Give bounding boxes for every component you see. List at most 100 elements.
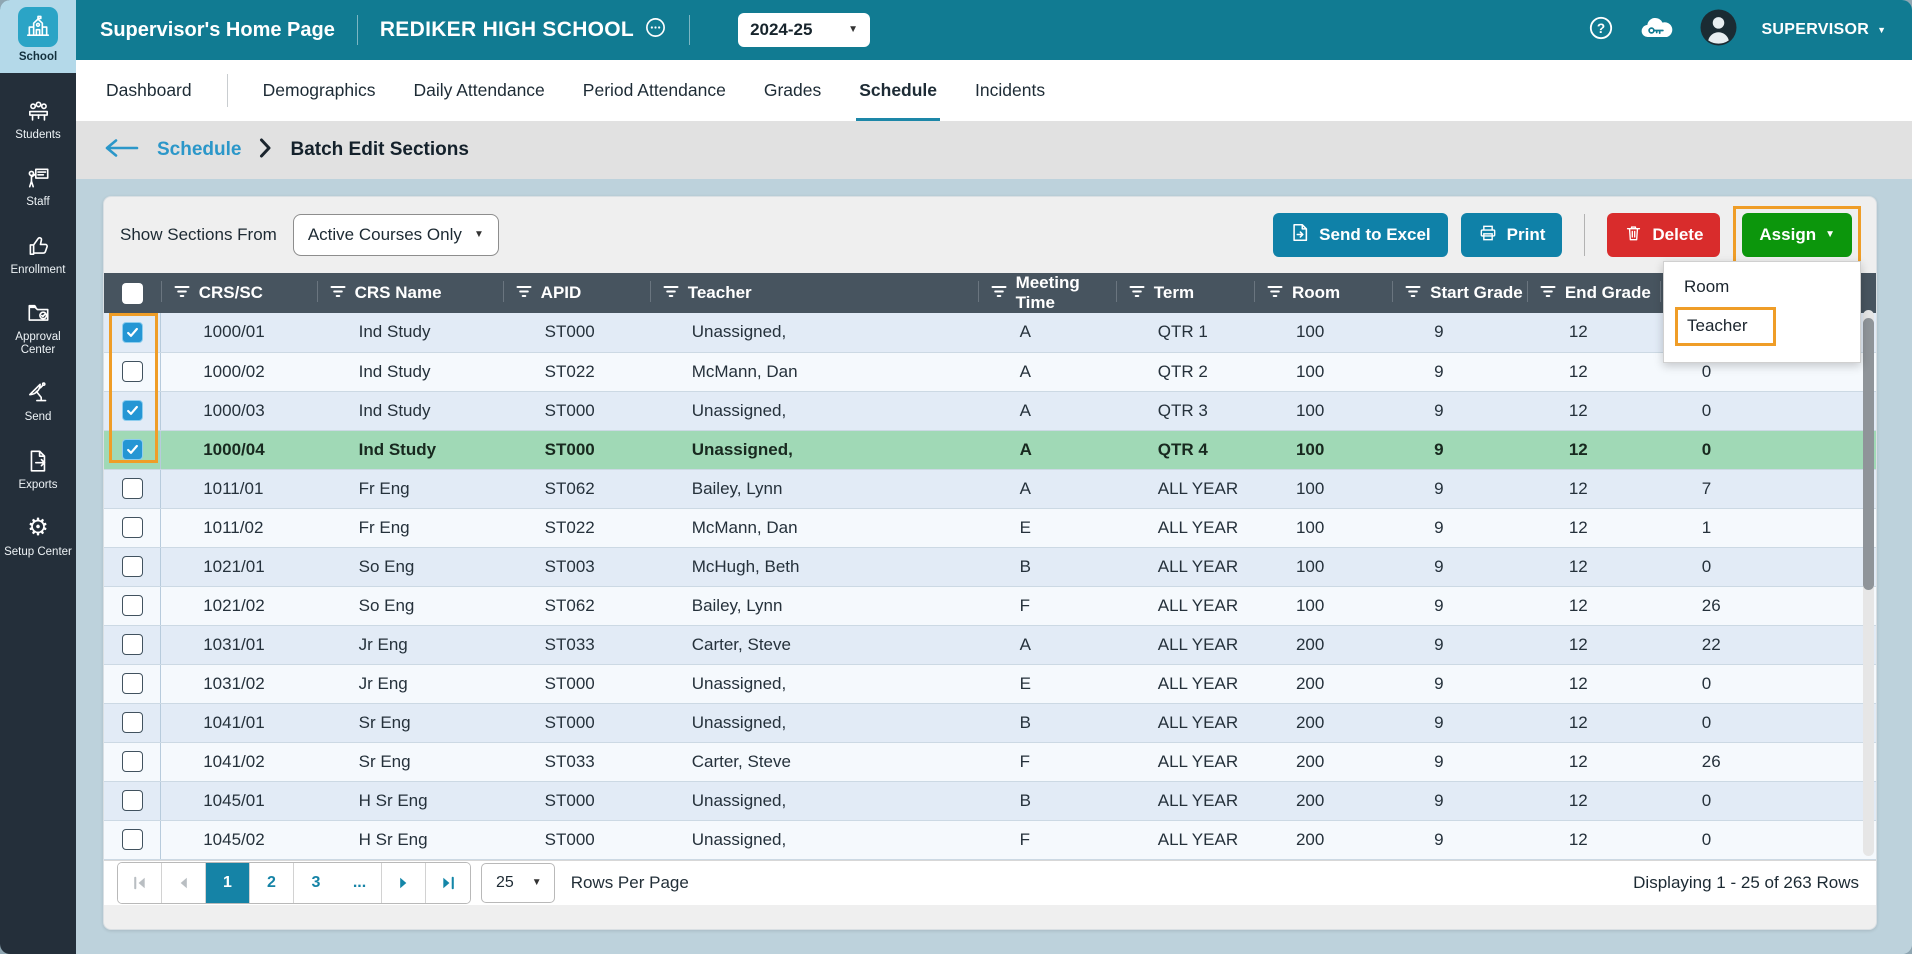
sidebar-item-staff[interactable]: Staff [0,156,76,217]
print-button[interactable]: Print [1460,213,1563,257]
row-checkbox[interactable] [121,478,143,499]
previous-page-button[interactable] [162,862,206,903]
sidebar-item-enrollment[interactable]: Enrollment [0,224,76,285]
assign-button[interactable]: Assign ▼ [1742,213,1852,257]
column-header-start-grade[interactable]: Start Grade [1392,273,1527,313]
cell-crs-sc: 1011/02 [160,508,317,548]
column-header-term[interactable]: Term [1115,273,1254,313]
excel-export-icon [1290,222,1310,248]
row-checkbox-cell [104,469,162,509]
school-year-select[interactable]: 2024-25 ▼ [738,13,871,47]
column-header-meeting-time[interactable]: Meeting Time [977,273,1116,313]
sidebar-item-setup-center[interactable]: ⚙ Setup Center [0,506,76,567]
table-row-1021-02[interactable]: 1021/02 So Eng ST062 Bailey, Lynn F ALL YEAR 1… [104,586,1876,626]
table-row-1041-02[interactable]: 1041/02 Sr Eng ST033 Carter, Steve F ALL YEAR… [104,742,1876,782]
table-row-1021-01[interactable]: 1021/01 So Eng ST003 McHugh, Beth B ALL YEAR 1… [104,547,1876,587]
filter-sort-icon[interactable] [1267,283,1283,303]
cell-term: QTR 3 [1115,391,1254,431]
tab-incidents[interactable]: Incidents [975,80,1046,100]
vertical-scrollbar[interactable] [1863,310,1874,856]
row-checkbox[interactable] [121,790,143,811]
column-header-apid[interactable]: APID [502,273,650,313]
assign-menu-item-teacher[interactable]: Teacher [1687,316,1748,335]
sidebar-item-label: Students [15,129,61,142]
ellipsis-icon[interactable] [644,16,667,44]
table-row-1000-04[interactable]: 1000/04 Ind Study ST000 Unassigned, A QTR 4 10… [104,430,1876,470]
table-row-1031-02[interactable]: 1031/02 Jr Eng ST000 Unassigned, E ALL YEAR 20… [104,664,1876,704]
chevron-down-icon: ▼ [531,876,542,888]
row-checkbox[interactable] [121,829,143,850]
table-row-1000-02[interactable]: 1000/02 Ind Study ST022 McMann, Dan A QTR 2 10… [104,352,1876,392]
sections-filter-select[interactable]: Active Courses Only ▼ [292,214,499,256]
sidebar-item-exports[interactable]: Exports [0,439,76,500]
table-row-1045-01[interactable]: 1045/01 H Sr Eng ST000 Unassigned, B ALL YEAR… [104,781,1876,821]
filter-sort-icon[interactable] [1405,283,1421,303]
filter-sort-icon[interactable] [991,283,1007,303]
row-checkbox[interactable] [121,673,143,694]
avatar[interactable] [1700,9,1737,51]
tab-demographics[interactable]: Demographics [262,80,376,100]
cell-room: 200 [1253,781,1393,821]
first-page-button[interactable] [118,862,162,903]
row-checkbox[interactable] [121,634,143,655]
row-checkbox[interactable] [121,400,143,421]
school-selector[interactable]: REDIKER HIGH SCHOOL [380,16,667,44]
filter-sort-icon[interactable] [516,283,532,303]
last-page-button[interactable] [426,862,470,903]
table-row-1011-02[interactable]: 1011/02 Fr Eng ST022 McMann, Dan E ALL YEAR 10… [104,508,1876,548]
row-checkbox[interactable] [121,556,143,577]
pagination-ellipsis[interactable]: ... [338,862,382,903]
send-to-excel-button[interactable]: Send to Excel [1273,213,1448,257]
select-all-checkbox[interactable] [121,282,143,304]
table-row-1000-03[interactable]: 1000/03 Ind Study ST000 Unassigned, A QTR 3 10… [104,391,1876,431]
cell-apid: ST033 [502,625,650,665]
sidebar-item-students[interactable]: Students [0,89,76,150]
table-row-1011-01[interactable]: 1011/01 Fr Eng ST062 Bailey, Lynn A ALL YEAR 1… [104,469,1876,509]
tab-grades[interactable]: Grades [763,80,822,100]
sidebar-item-approval-center[interactable]: Approval Center [0,291,76,365]
row-checkbox[interactable] [121,361,143,382]
column-header-end-grade[interactable]: End Grade [1526,273,1660,313]
tab-dashboard[interactable]: Dashboard [106,80,192,100]
filter-sort-icon[interactable] [1129,283,1145,303]
page-button-1[interactable]: 1 [206,862,250,903]
breadcrumb-link-schedule[interactable]: Schedule [157,139,242,160]
page-button-2[interactable]: 2 [250,862,294,903]
row-checkbox[interactable] [121,321,143,343]
cell-room: 100 [1253,508,1393,548]
tab-period-attendance[interactable]: Period Attendance [582,80,726,100]
table-row-1041-01[interactable]: 1041/01 Sr Eng ST000 Unassigned, B ALL YEAR 20… [104,703,1876,743]
scrollbar-thumb[interactable] [1863,318,1874,590]
tab-daily-attendance[interactable]: Daily Attendance [413,80,545,100]
table-row-1000-01[interactable]: 1000/01 Ind Study ST000 Unassigned, A QTR 1 10… [104,313,1876,353]
sidebar-item-send[interactable]: Send [0,371,76,432]
next-page-button[interactable] [382,862,426,903]
school-year-value: 2024-25 [750,20,813,39]
row-checkbox[interactable] [121,439,143,460]
delete-button[interactable]: Delete [1607,213,1721,257]
page-button-3[interactable]: 3 [294,862,338,903]
row-checkbox[interactable] [121,517,143,538]
row-checkbox[interactable] [121,712,143,733]
row-checkbox[interactable] [121,751,143,772]
help-icon[interactable]: ? [1588,15,1614,46]
cloud-key-icon[interactable] [1638,14,1676,47]
filter-sort-icon[interactable] [1540,283,1556,303]
rows-per-page-select[interactable]: 25 ▼ [481,862,555,903]
assign-menu-item-room[interactable]: Room [1684,277,1730,296]
tab-schedule[interactable]: Schedule [856,60,941,121]
sidebar: School Students Staff Enrollment Approval Ce… [0,0,76,954]
filter-sort-icon[interactable] [330,283,346,303]
table-row-1045-02[interactable]: 1045/02 H Sr Eng ST000 Unassigned, F ALL YEAR… [104,820,1876,860]
column-header-teacher[interactable]: Teacher [649,273,978,313]
row-checkbox[interactable] [121,595,143,616]
column-header-crs-name[interactable]: CRS Name [316,273,503,313]
filter-sort-icon[interactable] [663,283,679,303]
back-arrow-icon[interactable] [103,138,139,163]
column-header-room[interactable]: Room [1253,273,1393,313]
table-row-1031-01[interactable]: 1031/01 Jr Eng ST033 Carter, Steve A ALL YEAR… [104,625,1876,665]
filter-sort-icon[interactable] [174,283,190,303]
sidebar-item-school[interactable]: School [0,0,76,74]
user-menu[interactable]: SUPERVISOR ▼ [1761,21,1886,39]
column-header-crs-sc[interactable]: CRS/SC [160,273,317,313]
